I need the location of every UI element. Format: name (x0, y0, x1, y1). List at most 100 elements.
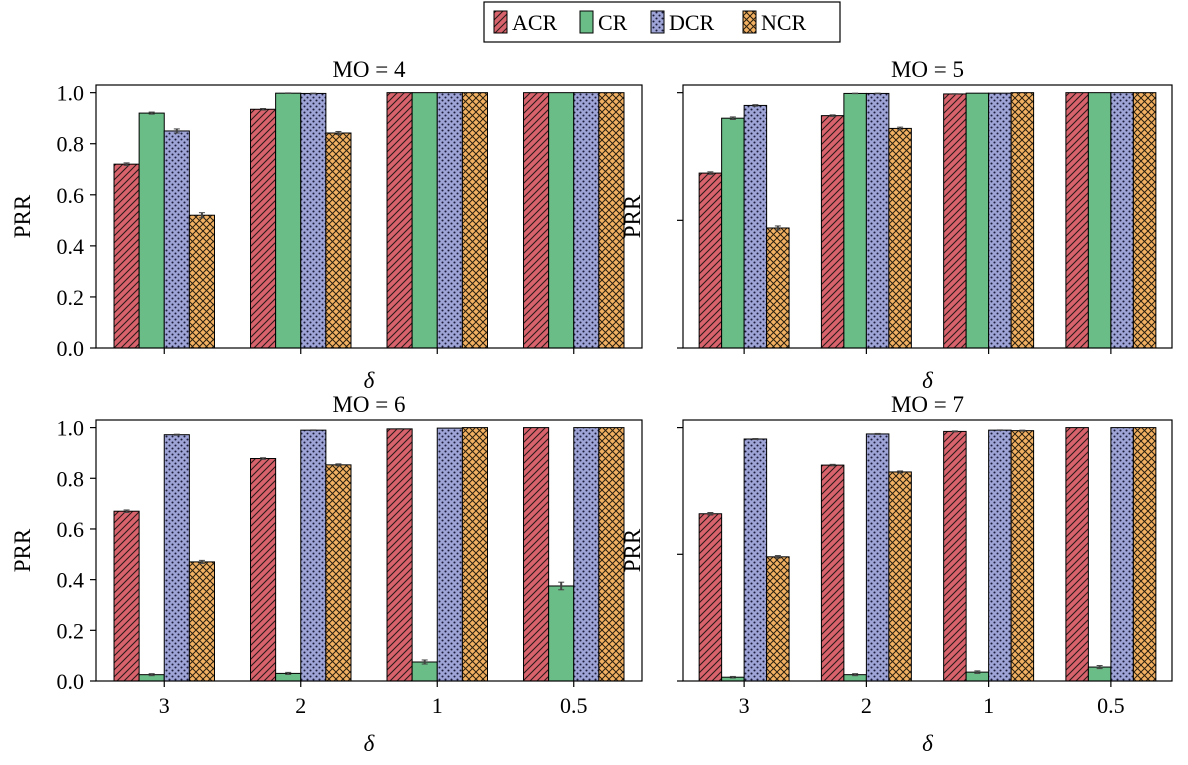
plot-frame (95, 84, 643, 349)
y-tick-label: 0.4 (57, 234, 85, 259)
bar-ncr-0.5 (1132, 92, 1157, 349)
legend-label-dcr: DCR (669, 10, 715, 35)
bar-dcr-3 (743, 104, 768, 349)
legend-swatch-acr (493, 10, 508, 34)
bar-ncr-1 (461, 92, 488, 349)
legend-swatch-cr (579, 10, 594, 34)
x-tick-label: 1 (983, 693, 994, 718)
bar-ncr-1 (1010, 92, 1035, 349)
legend-label-cr: CR (598, 10, 628, 35)
y-tick-label: 0.0 (57, 336, 85, 361)
bar-acr-3 (113, 510, 140, 682)
bar-cr-0.5 (548, 585, 575, 682)
bar-cr-0.5 (548, 92, 575, 349)
x-axis-label: δ (364, 368, 375, 393)
bar-acr-0.5 (1065, 92, 1089, 349)
bar-acr-2 (250, 458, 277, 682)
bar-acr-3 (698, 513, 723, 682)
bar-acr-0.5 (523, 92, 550, 349)
legend: ACR CR DCR NCR (483, 1, 841, 43)
bar-ncr-3 (766, 227, 790, 349)
chart-title: MO = 5 (891, 57, 964, 82)
bar-ncr-2 (325, 464, 352, 682)
bar-dcr-2 (300, 92, 327, 349)
bar-dcr-2 (865, 433, 890, 682)
bar-ncr-0.5 (1132, 427, 1157, 682)
y-axis-label: PRR (620, 194, 645, 238)
bar-dcr-2 (865, 92, 890, 349)
bar-acr-1 (943, 430, 967, 682)
bar-acr-3 (698, 172, 723, 349)
bar-dcr-3 (163, 130, 190, 349)
bar-acr-1 (386, 428, 413, 682)
bar-cr-0.5 (1087, 666, 1112, 682)
legend-swatch-ncr (742, 10, 757, 34)
bar-dcr-1 (436, 92, 463, 349)
x-axis-label: δ (922, 731, 933, 756)
bar-ncr-0.5 (598, 92, 625, 349)
chart-panel-1: 0.0 0.2 0.4 0.6 0.8 1.0 MO = 4 δ PRR (10, 57, 643, 393)
x-tick-label: 2 (295, 693, 306, 718)
x-axis-label: δ (922, 368, 933, 393)
bar-cr-2 (843, 92, 867, 349)
bar-acr-0.5 (1065, 427, 1089, 682)
bar-dcr-1 (436, 427, 463, 682)
x-tick-label: 0.5 (1097, 693, 1125, 718)
bar-dcr-1 (988, 429, 1012, 682)
bar-cr-2 (275, 92, 302, 349)
legend-label-acr: ACR (512, 10, 558, 35)
x-tick-label: 2 (861, 693, 872, 718)
bar-dcr-0.5 (1110, 92, 1134, 349)
bar-ncr-1 (1010, 430, 1035, 682)
bar-ncr-3 (188, 561, 215, 682)
panels: 0.0 0.2 0.4 0.6 0.8 1.0 MO = 4 δ PRR MO = 5 δ PRR 0.… (10, 57, 1173, 756)
bar-dcr-0.5 (573, 427, 600, 682)
y-axis-label: PRR (10, 194, 35, 238)
chart-panel-3: 0.0 0.2 0.4 0.6 0.8 1.0 3 2 1 0.5 MO = 6 δ PRR (10, 392, 643, 756)
bar-acr-2 (820, 115, 845, 349)
chart-panel-4: 3 2 1 0.5 MO = 7 δ PRR (620, 392, 1173, 756)
y-tick-label: 0.2 (57, 285, 85, 310)
bar-cr-3 (138, 112, 165, 349)
y-axis-label: PRR (10, 528, 35, 572)
plot-frame (682, 84, 1173, 349)
bar-cr-0.5 (1087, 92, 1112, 349)
chart-title: MO = 4 (332, 57, 406, 82)
chart-panel-2: MO = 5 δ PRR (620, 57, 1173, 393)
x-tick-label: 0.5 (560, 693, 588, 718)
y-tick-label: 0.8 (57, 132, 85, 157)
y-axis-label: PRR (620, 528, 645, 572)
bar-acr-1 (943, 93, 967, 349)
y-tick-label: 0.6 (57, 517, 85, 542)
bar-dcr-1 (988, 92, 1012, 349)
bar-acr-3 (113, 163, 140, 349)
x-tick-label: 1 (432, 693, 443, 718)
x-tick-label: 3 (159, 693, 170, 718)
chart-title: MO = 6 (332, 392, 405, 417)
bar-acr-1 (386, 92, 413, 349)
plot-frame (682, 419, 1173, 682)
x-axis-label: δ (364, 731, 375, 756)
bar-ncr-3 (766, 556, 790, 682)
bar-dcr-3 (163, 434, 190, 682)
bar-ncr-2 (325, 132, 352, 349)
y-tick-label: 0.8 (57, 466, 85, 491)
bar-cr-1 (965, 92, 990, 349)
bar-dcr-2 (300, 429, 327, 682)
bar-cr-1 (411, 661, 438, 682)
bar-ncr-3 (188, 214, 215, 349)
y-tick-label: 1.0 (57, 81, 85, 106)
bar-dcr-0.5 (573, 92, 600, 349)
chart-title: MO = 7 (891, 392, 964, 417)
legend-swatch-dcr (650, 10, 665, 34)
y-tick-label: 1.0 (57, 416, 85, 441)
x-tick-label: 3 (739, 693, 750, 718)
y-tick-label: 0.0 (57, 669, 85, 694)
bar-cr-1 (411, 92, 438, 349)
bar-acr-2 (250, 108, 277, 349)
bar-ncr-2 (888, 471, 912, 682)
legend-label-ncr: NCR (761, 10, 807, 35)
bar-ncr-1 (461, 427, 488, 682)
plot-frame (95, 419, 643, 682)
